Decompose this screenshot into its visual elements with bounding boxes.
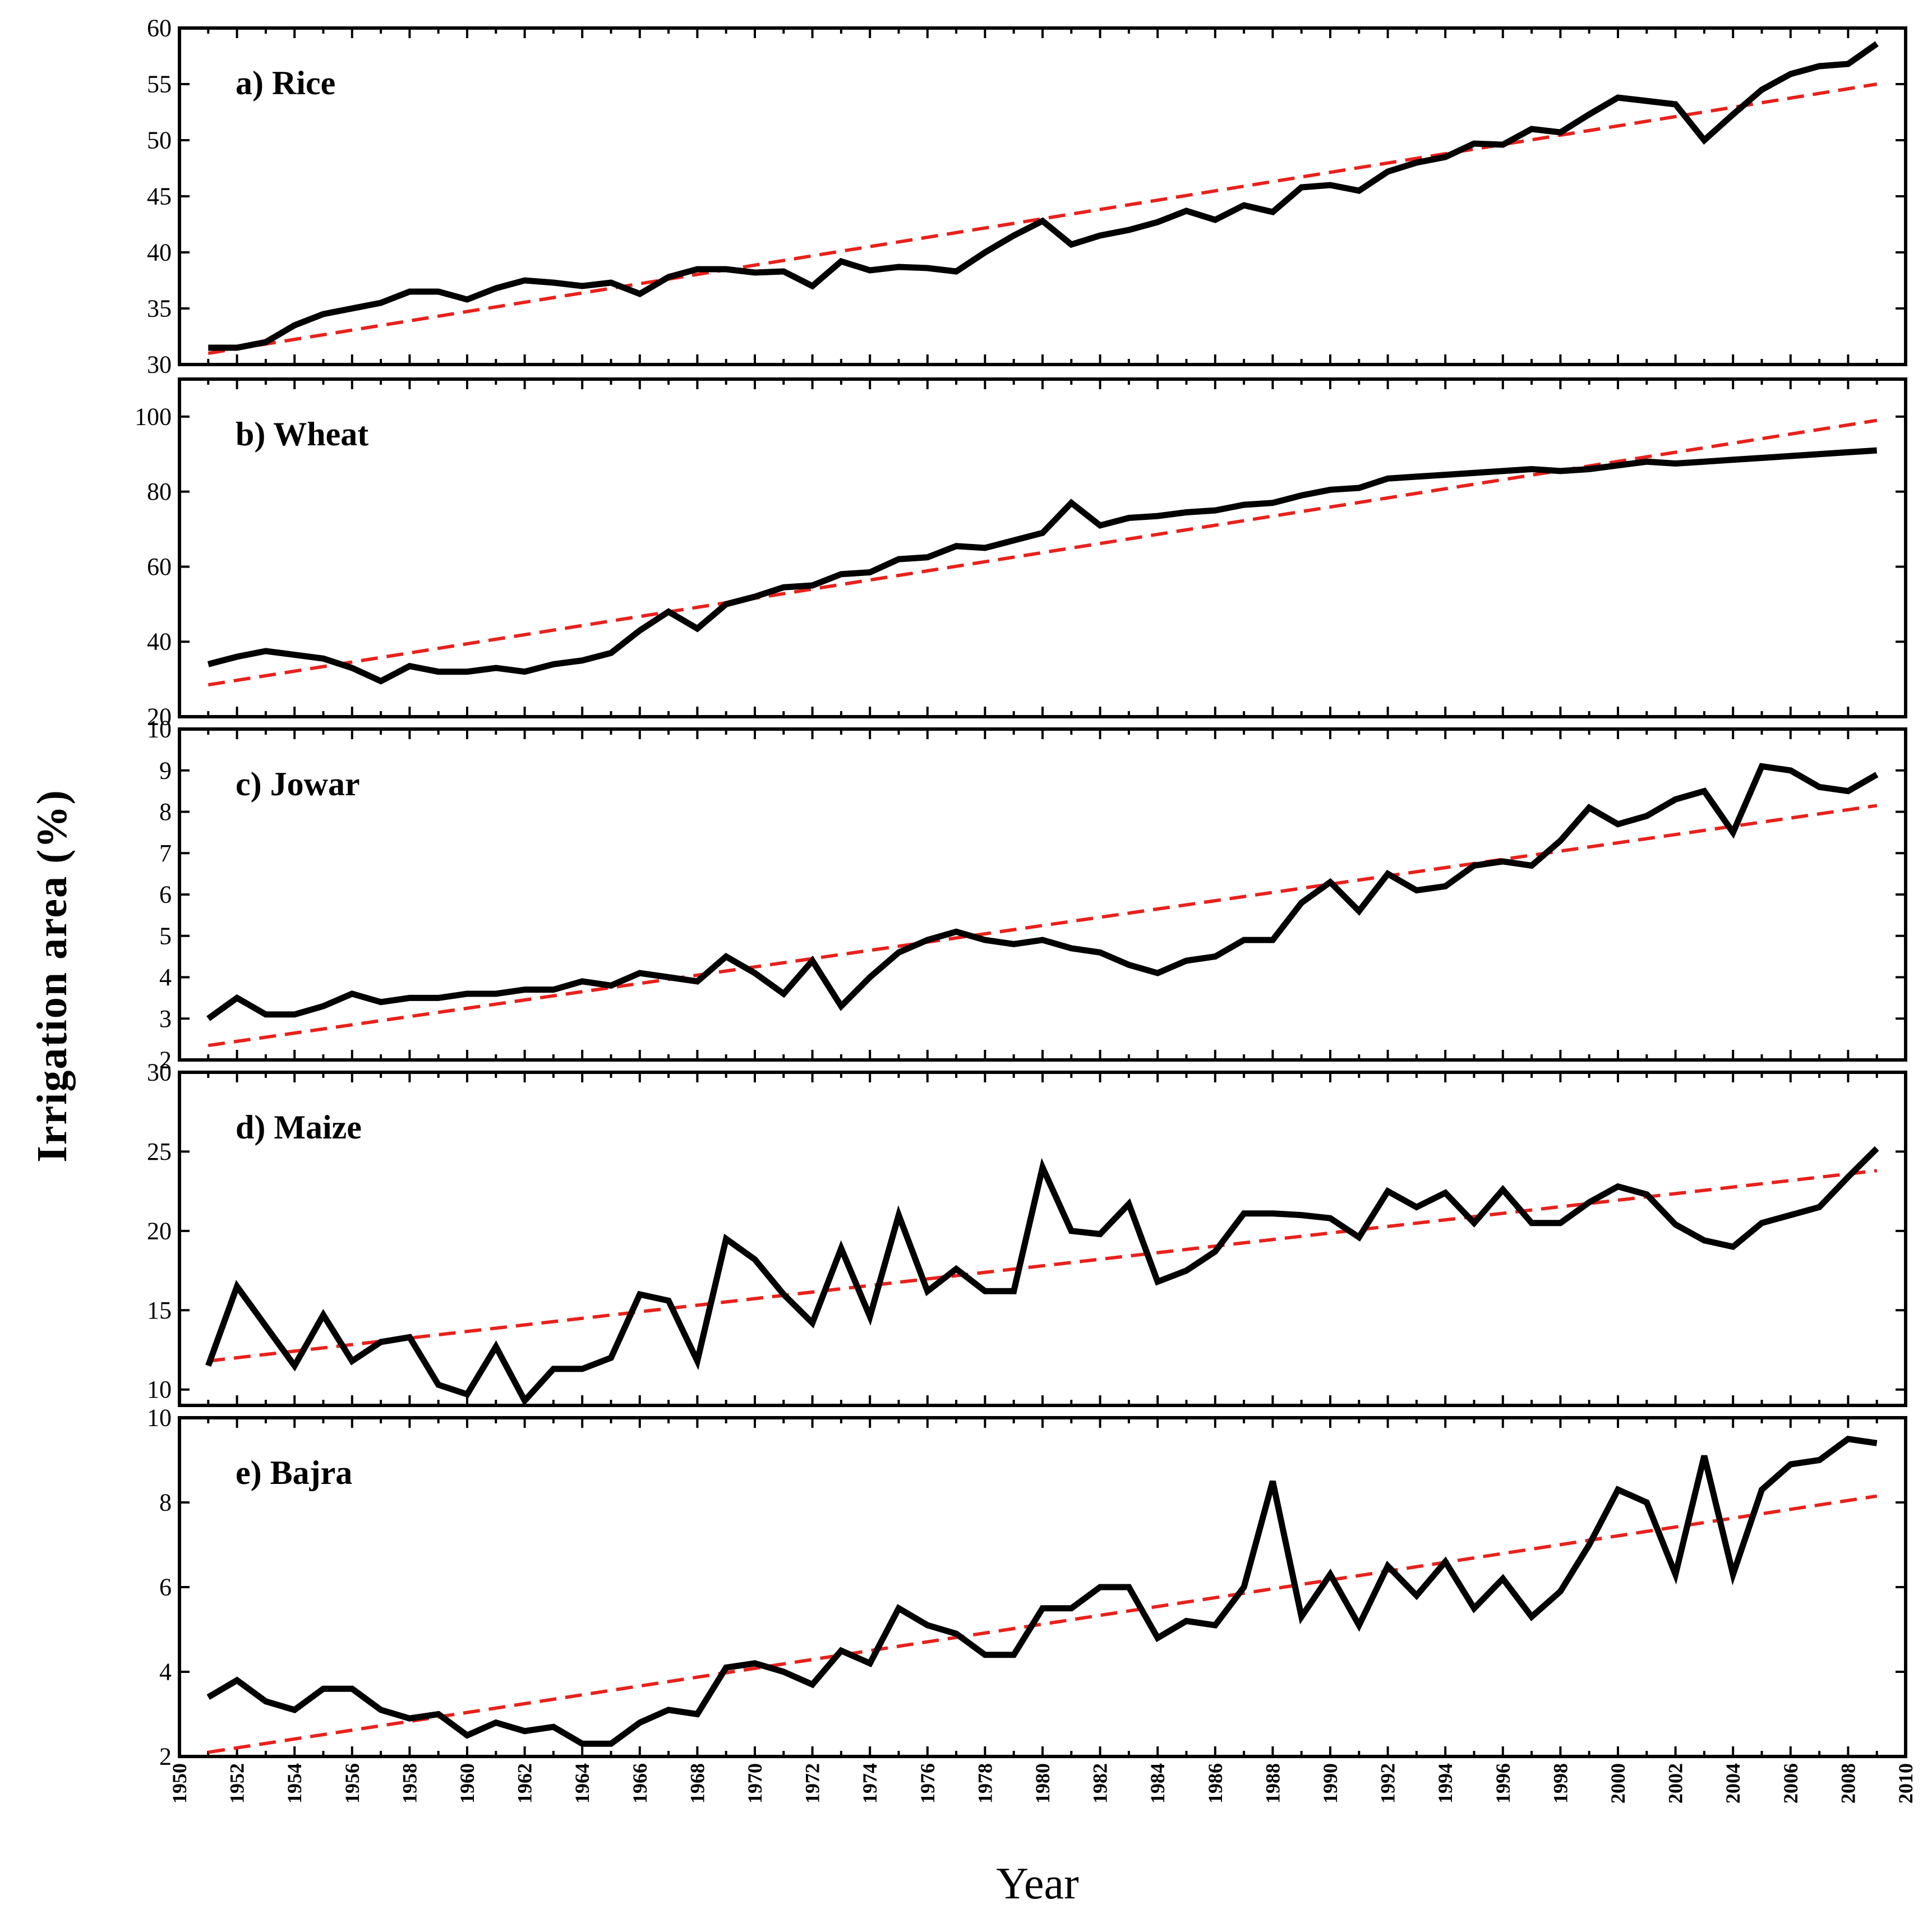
panel-frame xyxy=(178,26,1907,366)
y-tick-label: 8 xyxy=(159,798,172,826)
x-tick-label: 1972 xyxy=(801,1763,824,1804)
y-tick-label: 4 xyxy=(159,963,172,991)
x-tick-label: 1998 xyxy=(1549,1763,1571,1804)
trend-line xyxy=(208,82,1878,355)
series-line xyxy=(206,763,1879,1021)
y-tick-label: 2 xyxy=(159,1743,172,1771)
y-tick-label: 15 xyxy=(147,1297,172,1324)
series-line xyxy=(206,1436,1878,1747)
x-tick-label: 1954 xyxy=(283,1763,306,1804)
x-tick-label: 1968 xyxy=(686,1763,708,1804)
panel-2: 20 40 60 80 100 b) Wheat xyxy=(135,377,1907,731)
x-tick-label: 1990 xyxy=(1319,1763,1341,1804)
x-tick-label: 1974 xyxy=(859,1763,881,1804)
y-tick-label: 55 xyxy=(147,71,172,98)
x-tick-label: 2010 xyxy=(1894,1763,1917,1804)
y-tick-label: 20 xyxy=(147,1217,172,1244)
y-tick-label: 2 xyxy=(159,1046,172,1074)
trend-line xyxy=(208,1169,1878,1363)
y-tick-label: 100 xyxy=(135,403,172,430)
y-tick-label: 80 xyxy=(147,478,172,505)
y-tick-label: 6 xyxy=(159,881,172,909)
x-axis-title: Year xyxy=(996,1859,1078,1908)
x-tick-label: 2002 xyxy=(1664,1763,1687,1804)
series-line xyxy=(205,1146,1879,1405)
x-tick-label: 1952 xyxy=(226,1763,248,1804)
y-tick-label: 60 xyxy=(147,15,172,42)
y-tick-label: 5 xyxy=(159,922,172,949)
y-axis-title: Irrigation area (%) xyxy=(29,789,76,1163)
x-tick-label: 1964 xyxy=(571,1763,593,1804)
x-tick-label: 1994 xyxy=(1434,1763,1456,1804)
x-tick-label: 1984 xyxy=(1146,1763,1169,1804)
y-tick-label: 45 xyxy=(147,183,172,210)
panel-frame xyxy=(178,1071,1907,1407)
panel-label: a) Rice xyxy=(236,64,335,102)
y-tick-label: 50 xyxy=(147,127,172,154)
panel-4: 10 15 20 25 30 d) Maize xyxy=(147,1059,1907,1407)
y-tick-label: 3 xyxy=(159,1005,172,1032)
y-tick-label: 10 xyxy=(147,1376,172,1403)
y-tick-label: 35 xyxy=(147,295,172,322)
y-tick-label: 9 xyxy=(159,757,172,784)
y-tick-label: 20 xyxy=(147,703,172,731)
panel-label: d) Maize xyxy=(236,1109,362,1146)
y-tick-label: 10 xyxy=(147,1404,172,1432)
y-tick-label: 10 xyxy=(147,716,172,743)
x-tick-label: 1988 xyxy=(1261,1763,1284,1804)
y-tick-label: 7 xyxy=(159,840,172,867)
x-tick-label: 1950 xyxy=(168,1763,191,1804)
panel-frame xyxy=(178,1416,1907,1758)
y-tick-label: 30 xyxy=(147,1059,172,1086)
x-tick-label: 1956 xyxy=(341,1763,363,1804)
series-line xyxy=(208,41,1879,351)
x-tick-label: 1996 xyxy=(1492,1763,1514,1804)
trend-line xyxy=(208,1494,1878,1754)
x-tick-label: 1960 xyxy=(456,1763,478,1804)
series-line xyxy=(207,447,1878,685)
panel-3: 2 3 4 5 6 7 8 9 10 c) Jowar xyxy=(147,716,1907,1074)
x-tick-label: 2008 xyxy=(1837,1763,1859,1804)
x-tick-label: 1958 xyxy=(398,1763,421,1804)
panel-frame xyxy=(178,727,1907,1062)
x-tick-label: 1976 xyxy=(916,1763,939,1804)
x-tick-label: 1992 xyxy=(1377,1763,1399,1804)
y-tick-label: 40 xyxy=(147,628,172,656)
y-tick-label: 25 xyxy=(147,1138,172,1165)
x-tick-label: 2006 xyxy=(1779,1763,1802,1804)
panel-5: 2 4 6 8 10 e) Bajra xyxy=(147,1404,1907,1771)
x-tick-label: 1978 xyxy=(974,1763,996,1804)
y-tick-label: 30 xyxy=(147,351,172,379)
x-tick-label: 1980 xyxy=(1031,1763,1054,1804)
trend-line xyxy=(208,804,1878,1048)
trend-line xyxy=(208,418,1878,687)
x-tick-label: 2000 xyxy=(1607,1763,1629,1804)
panel-frame xyxy=(178,377,1907,718)
y-tick-label: 40 xyxy=(147,239,172,266)
panel-label: e) Bajra xyxy=(236,1454,352,1491)
x-tick-label: 1982 xyxy=(1089,1763,1112,1804)
x-tick-label: 2004 xyxy=(1722,1763,1744,1804)
x-tick-label: 1966 xyxy=(629,1763,651,1804)
y-tick-label: 60 xyxy=(147,553,172,580)
y-tick-label: 8 xyxy=(159,1489,172,1516)
x-tick-label: 1962 xyxy=(514,1763,536,1804)
panel-label: c) Jowar xyxy=(236,766,360,803)
x-tick-label: 1986 xyxy=(1204,1763,1226,1804)
y-tick-label: 4 xyxy=(159,1658,172,1686)
x-tick-label: 1970 xyxy=(744,1763,766,1804)
panel-1: 30 35 40 45 50 55 60 a) Rice xyxy=(147,15,1907,379)
panel-label: b) Wheat xyxy=(236,416,368,453)
y-tick-label: 6 xyxy=(159,1574,172,1601)
x-tick-labels: 1950 1952 1954 1956 1958 1960 1962 1964 1966 1968… xyxy=(168,1763,1917,1804)
